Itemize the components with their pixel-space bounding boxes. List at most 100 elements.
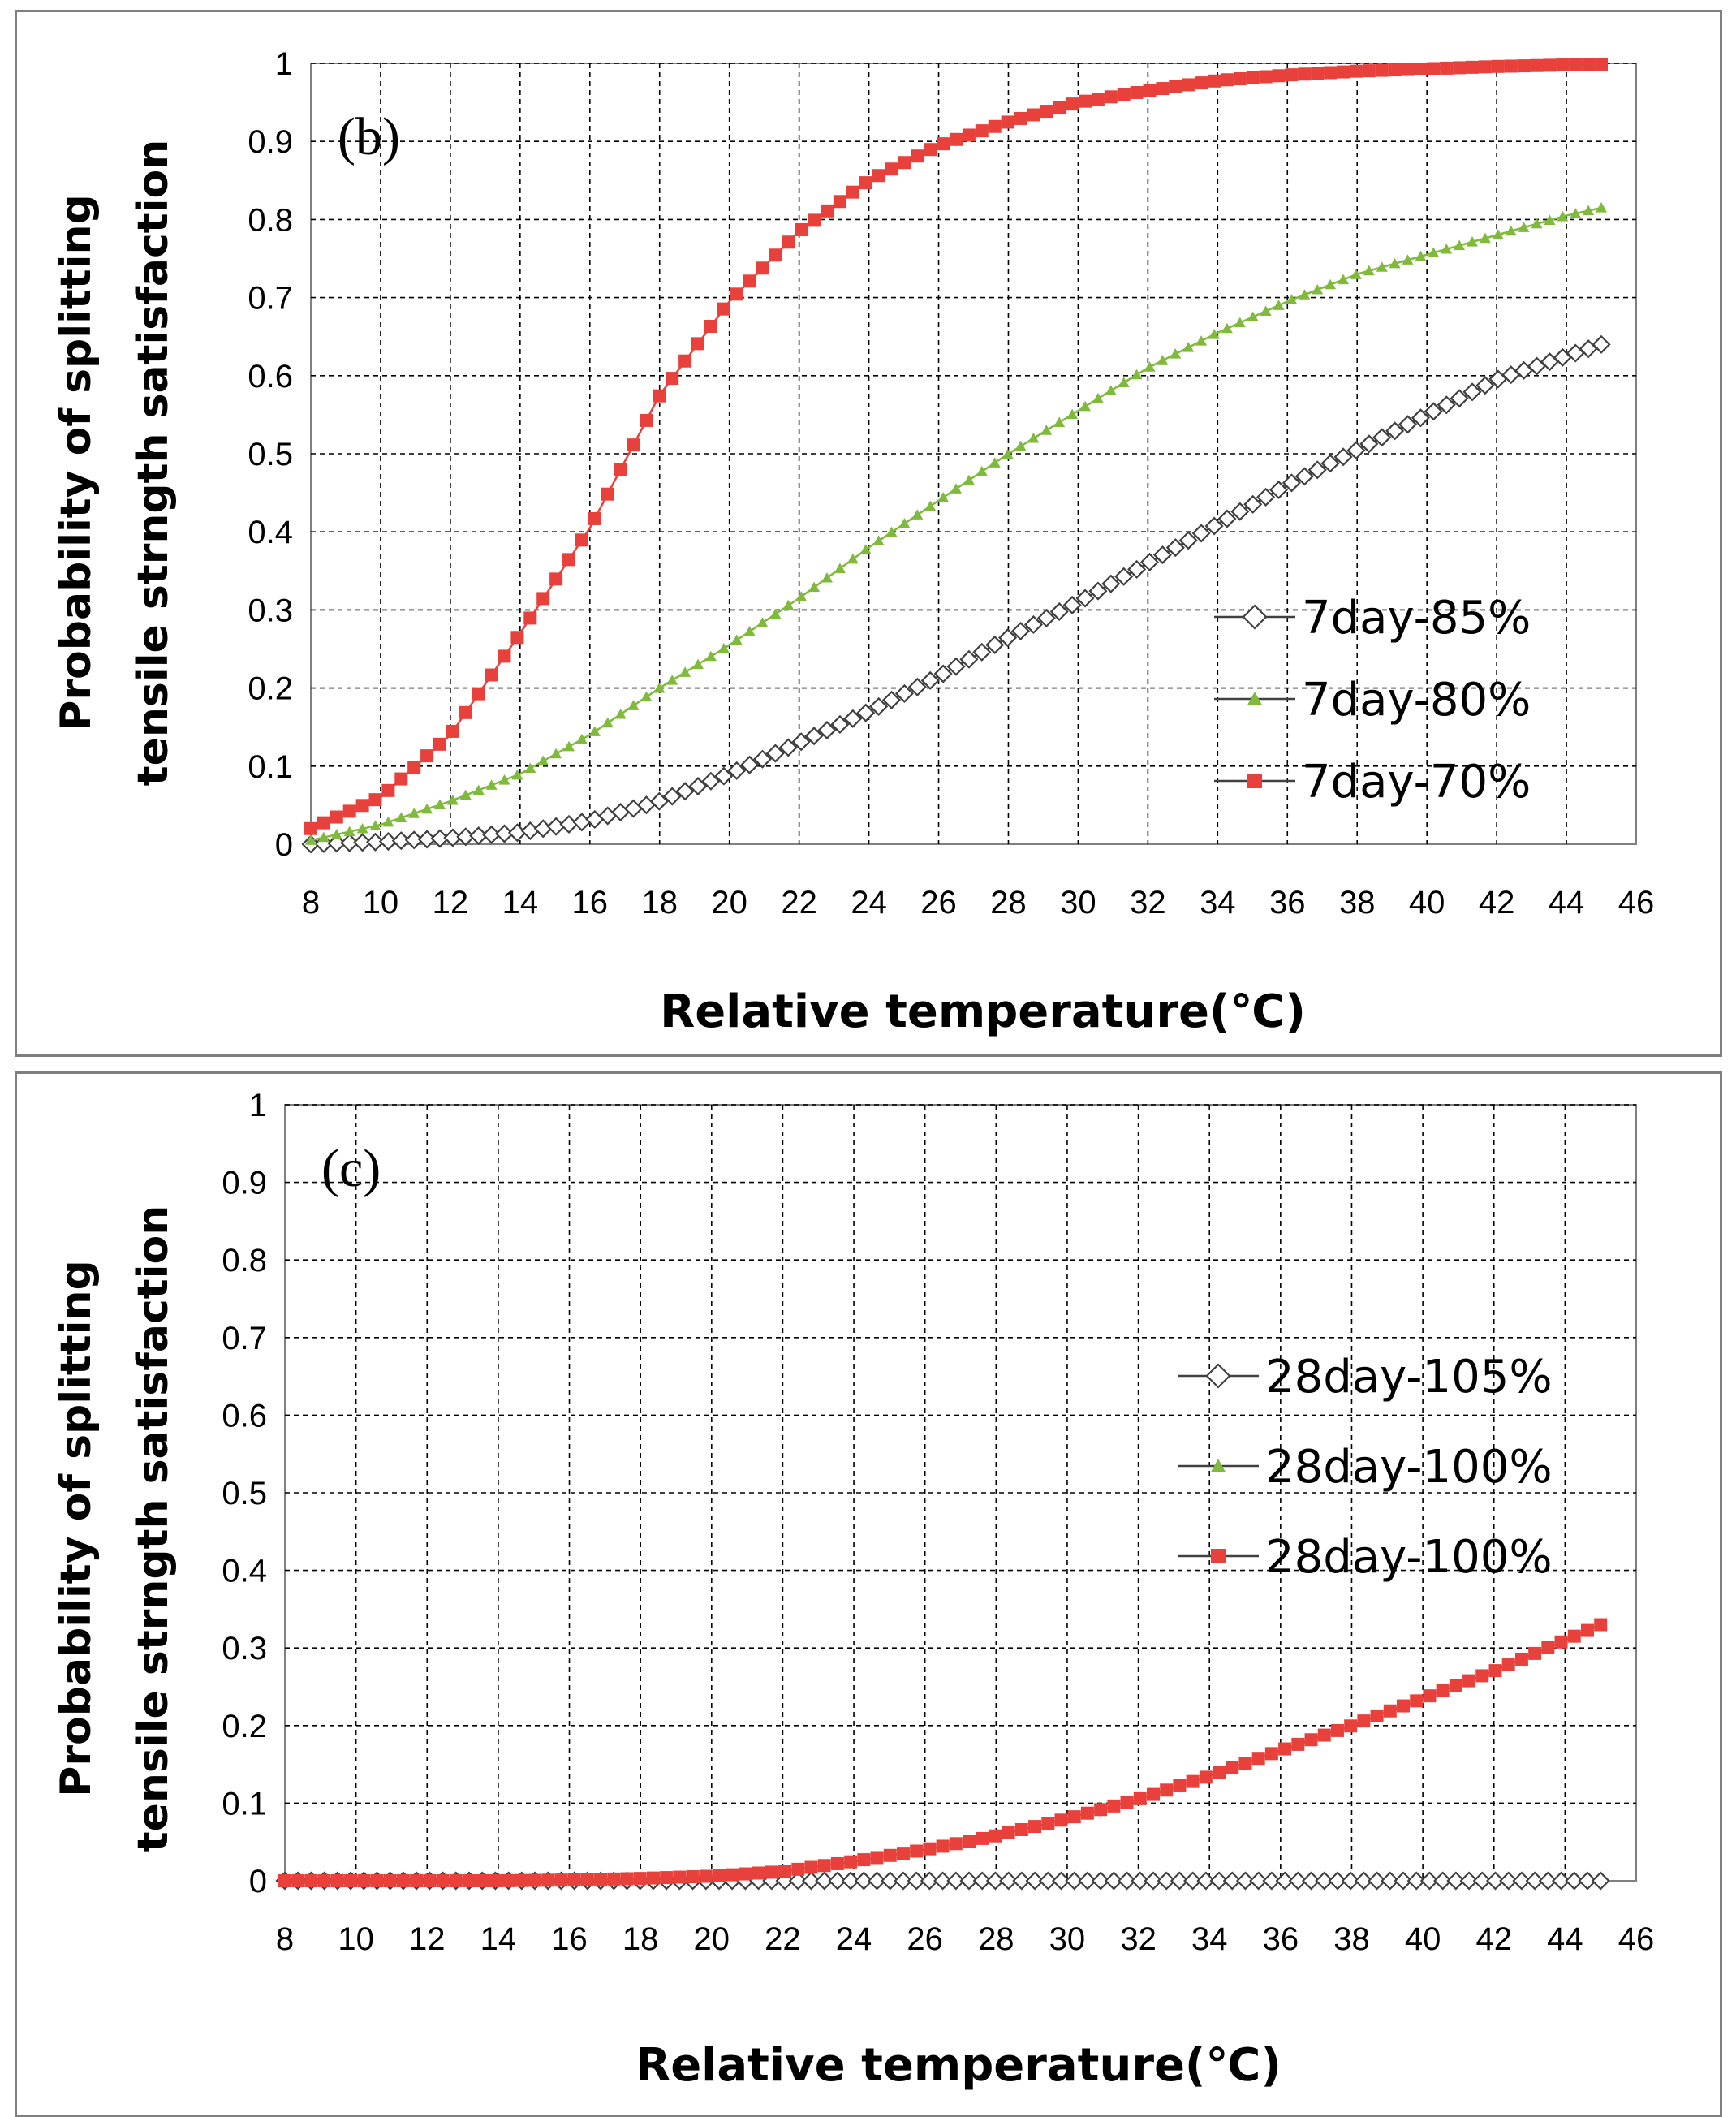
x-tick-label-b-13: 34	[1200, 885, 1236, 921]
x-tick-label-b-7: 22	[781, 885, 817, 921]
y-axis-title-c-line2: tensile strngth satisfaction	[129, 1205, 178, 1852]
data-point-b-2-67	[1169, 80, 1182, 93]
x-tick-label-c-3: 14	[480, 1921, 517, 1957]
data-point-c-0-49	[920, 1871, 939, 1891]
data-point-b-2-48	[924, 143, 937, 157]
data-point-b-2-42	[846, 185, 859, 199]
data-point-c-0-100	[1591, 1871, 1610, 1891]
x-tick-label-c-17: 42	[1475, 1921, 1512, 1957]
y-tick-label-b-8: 0.8	[248, 202, 293, 238]
data-point-b-1-90	[1467, 236, 1479, 247]
x-tick-label-b-10: 28	[990, 885, 1027, 921]
data-point-b-2-71	[1220, 73, 1234, 87]
data-point-c-2-59	[1054, 1813, 1068, 1827]
data-point-b-0-9	[417, 830, 437, 849]
data-point-b-0-59	[1062, 595, 1082, 615]
data-point-b-1-8	[408, 808, 420, 818]
data-point-b-0-81	[1346, 441, 1366, 460]
data-point-b-2-12	[459, 705, 472, 719]
data-point-b-2-38	[795, 222, 808, 236]
data-point-c-2-32	[699, 1869, 713, 1883]
data-point-c-2-55	[1002, 1826, 1015, 1839]
data-point-b-2-93	[1504, 59, 1518, 73]
data-point-c-0-39	[788, 1871, 808, 1891]
data-point-b-2-68	[1182, 78, 1195, 92]
data-point-c-0-81	[1341, 1871, 1360, 1891]
data-point-c-2-49	[923, 1842, 937, 1856]
data-point-b-2-62	[1104, 90, 1118, 104]
data-point-b-2-1	[317, 816, 330, 830]
data-point-b-0-62	[1101, 574, 1121, 593]
x-tick-label-b-0: 8	[302, 885, 320, 921]
x-tick-label-c-16: 40	[1405, 1921, 1441, 1957]
data-point-b-0-31	[701, 771, 721, 791]
data-point-b-2-39	[808, 213, 821, 227]
data-point-b-1-60	[1079, 400, 1092, 412]
data-point-c-0-99	[1578, 1871, 1597, 1891]
data-point-b-0-86	[1411, 408, 1430, 428]
data-point-b-2-59	[1066, 97, 1079, 111]
data-point-b-2-80	[1337, 65, 1350, 79]
x-tick-label-c-15: 38	[1333, 1921, 1370, 1957]
data-point-c-0-50	[933, 1871, 953, 1891]
data-point-c-2-86	[1410, 1694, 1424, 1708]
data-point-b-0-100	[1592, 334, 1611, 354]
series-b-0	[301, 334, 1611, 854]
data-point-b-2-40	[821, 204, 834, 218]
data-point-b-0-38	[791, 732, 811, 752]
x-tick-label-b-6: 20	[711, 885, 747, 921]
data-point-c-2-71	[1213, 1766, 1226, 1779]
data-point-b-0-6	[378, 832, 398, 852]
data-point-b-1-2	[330, 829, 342, 839]
data-point-b-0-21	[572, 813, 592, 832]
y-axis-title-c-line1: Probability of splitting	[52, 1260, 101, 1796]
x-tick-label-c-11: 30	[1049, 1921, 1086, 1957]
data-point-b-1-46	[898, 518, 911, 528]
data-point-c-0-52	[959, 1871, 979, 1891]
data-point-c-2-24	[594, 1873, 608, 1886]
data-point-b-0-89	[1450, 389, 1469, 408]
data-point-c-2-79	[1317, 1728, 1331, 1742]
chart-b-svg: (b) Relative temperature(℃) Probability …	[52, 46, 1654, 1038]
data-point-b-1-21	[575, 733, 588, 744]
data-point-b-0-5	[365, 832, 386, 852]
y-tick-label-c-6: 0.6	[222, 1398, 267, 1434]
data-point-b-0-66	[1152, 545, 1172, 565]
x-tick-label-c-10: 28	[978, 1921, 1014, 1957]
data-point-b-0-35	[752, 749, 773, 769]
data-point-b-1-54	[1002, 448, 1014, 459]
data-point-b-2-60	[1079, 94, 1092, 108]
data-point-c-0-56	[1012, 1871, 1032, 1891]
data-point-b-2-89	[1453, 61, 1467, 75]
data-point-c-2-3	[317, 1874, 331, 1887]
data-point-c-2-50	[936, 1839, 950, 1853]
data-point-c-2-73	[1238, 1757, 1252, 1770]
data-point-c-2-1	[291, 1874, 305, 1887]
data-point-b-1-69	[1195, 335, 1208, 346]
data-point-c-2-83	[1370, 1709, 1384, 1722]
data-point-b-2-91	[1478, 60, 1492, 74]
data-point-b-2-13	[472, 687, 485, 701]
data-point-b-1-93	[1505, 225, 1517, 236]
data-point-b-1-35	[756, 617, 769, 627]
legend-marker-c-2	[1211, 1549, 1226, 1563]
data-point-b-2-44	[872, 169, 885, 183]
data-point-b-1-85	[1402, 254, 1414, 265]
data-point-b-2-85	[1401, 63, 1415, 76]
data-point-b-1-75	[1273, 300, 1285, 310]
y-tick-label-c-10: 1	[249, 1088, 267, 1123]
data-point-b-1-100	[1596, 201, 1608, 213]
data-point-c-2-29	[660, 1871, 674, 1885]
data-point-c-0-45	[867, 1871, 887, 1891]
data-point-b-1-58	[1053, 416, 1066, 427]
data-point-b-0-39	[804, 727, 824, 746]
data-point-b-1-18	[537, 755, 549, 766]
data-point-c-0-65	[1131, 1871, 1150, 1891]
data-point-b-2-9	[420, 749, 434, 763]
y-tick-label-b-2: 0.2	[248, 671, 293, 707]
data-point-c-2-19	[528, 1873, 542, 1887]
data-point-c-0-92	[1485, 1871, 1506, 1891]
data-point-c-2-42	[830, 1856, 844, 1870]
data-point-b-1-43	[859, 544, 872, 554]
data-point-b-1-72	[1234, 317, 1246, 328]
